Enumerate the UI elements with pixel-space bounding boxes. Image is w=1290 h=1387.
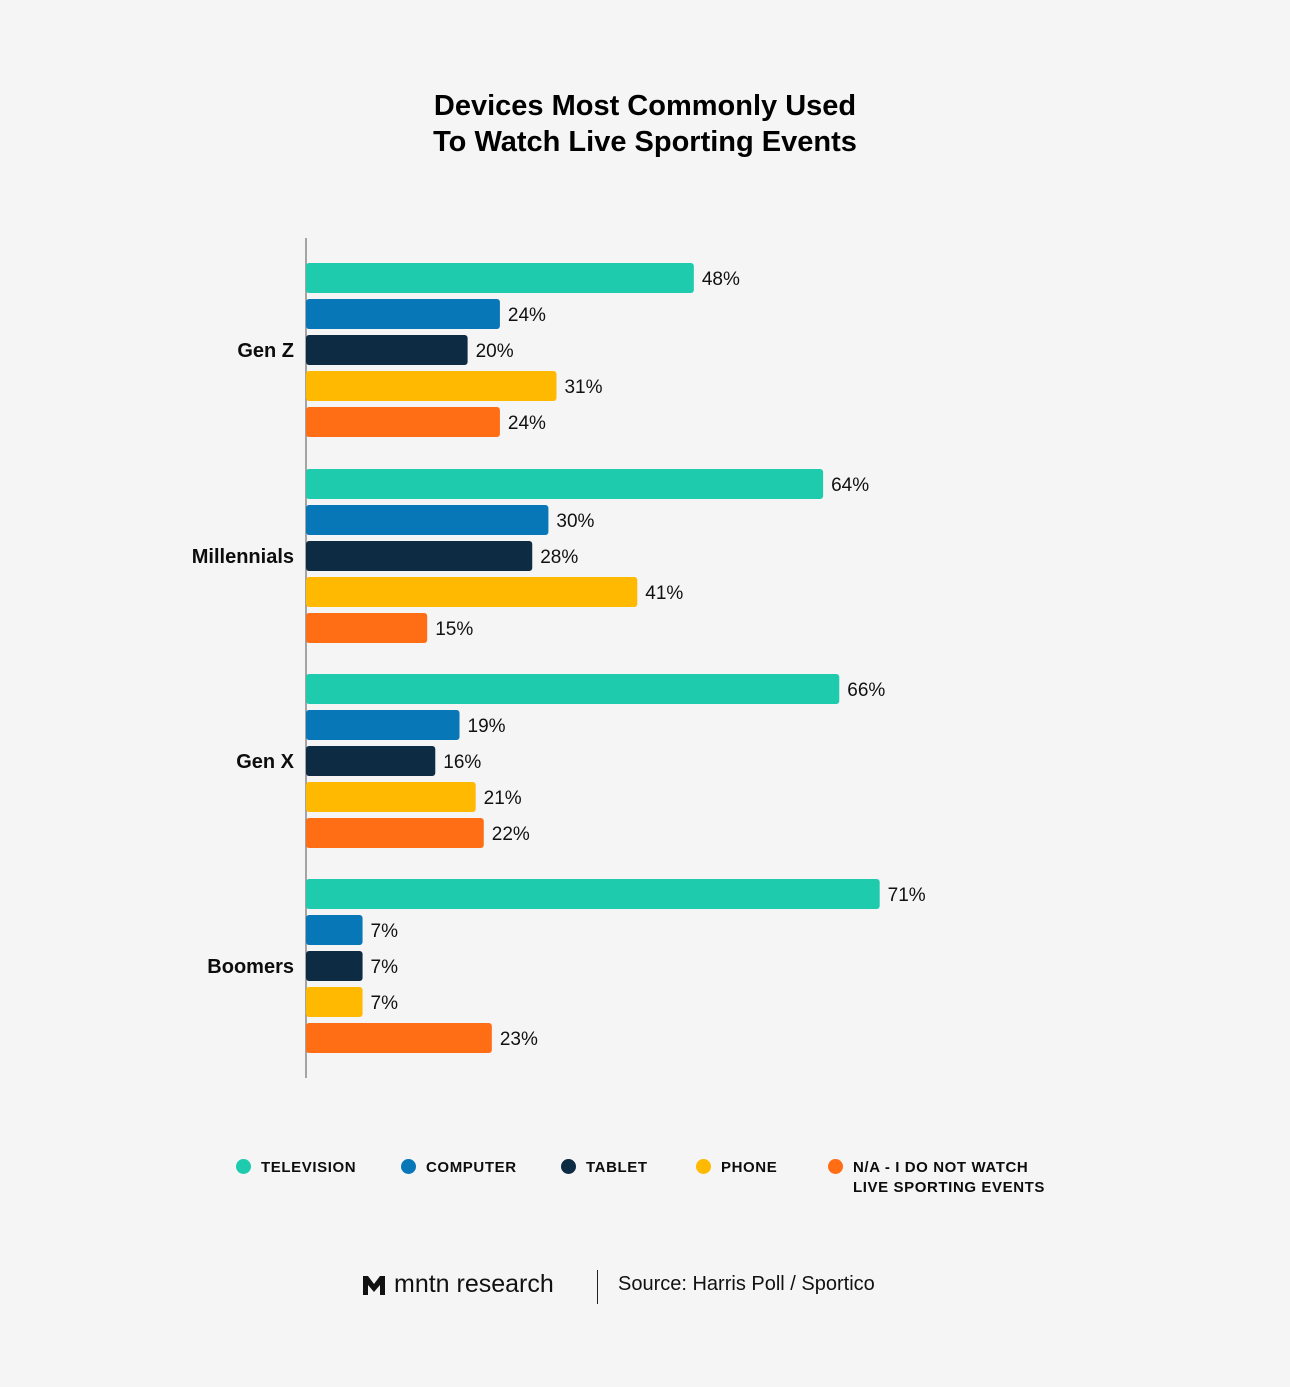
- legend-dot-television: [236, 1159, 251, 1174]
- bar-chart: Gen Z 48% 24% 20% 31% 24% Millennials 64% 30% 28%…: [192, 238, 926, 1078]
- bar-boomers-television: [306, 879, 880, 909]
- legend-dot-tablet: [561, 1159, 576, 1174]
- bar-gen-z-television: [306, 263, 694, 293]
- bar-millennials-phone: [306, 577, 638, 607]
- bar-millennials-tablet: [306, 541, 533, 571]
- bar-boomers-computer: [306, 915, 363, 945]
- legend-item-phone: PHONE: [696, 1158, 777, 1178]
- legend-item-na: N/A - I DO NOT WATCH LIVE SPORTING EVENT…: [828, 1158, 1045, 1198]
- data-label-gen-x-television: 66%: [847, 680, 885, 701]
- bar-millennials-computer: [306, 505, 549, 535]
- data-label-gen-z-n-a-i-do-not-watch: 24%: [508, 413, 546, 434]
- legend-dot-na: [828, 1159, 843, 1174]
- data-label-millennials-phone: 41%: [645, 583, 683, 604]
- source-note: Source: Harris Poll / Sportico: [618, 1273, 875, 1295]
- data-label-gen-z-tablet: 20%: [476, 341, 514, 362]
- bar-gen-z-n-a-i-do-not-watch: [306, 407, 500, 437]
- data-label-gen-z-television: 48%: [702, 269, 740, 290]
- legend-label-na: N/A - I DO NOT WATCH LIVE SPORTING EVENT…: [853, 1159, 1046, 1196]
- legend-label-television: TELEVISION: [261, 1159, 357, 1176]
- data-label-millennials-tablet: 28%: [540, 547, 578, 568]
- bar-boomers-phone: [306, 987, 363, 1017]
- legend-dot-computer: [401, 1159, 416, 1174]
- chart-title-line-2: To Watch Live Sporting Events: [433, 126, 857, 158]
- data-label-gen-x-phone: 21%: [484, 788, 522, 809]
- chart-title-line-1: Devices Most Commonly Used: [433, 90, 857, 122]
- bar-gen-z-computer: [306, 299, 500, 329]
- bar-boomers-n-a-i-do-not-watch: [306, 1023, 492, 1053]
- legend-label-computer: COMPUTER: [426, 1159, 517, 1176]
- mntn-logo-icon: [363, 1275, 385, 1295]
- bar-gen-x-television: [306, 674, 840, 704]
- category-label-millennials: Millennials: [192, 546, 294, 568]
- legend-item-tablet: TABLET: [561, 1158, 648, 1178]
- data-label-boomers-tablet: 7%: [371, 957, 399, 978]
- legend-item-computer: COMPUTER: [401, 1158, 517, 1178]
- data-label-millennials-television: 64%: [831, 475, 869, 496]
- category-label-gen-z: Gen Z: [237, 340, 294, 362]
- data-label-boomers-phone: 7%: [371, 993, 399, 1014]
- legend-label-tablet: TABLET: [586, 1159, 648, 1176]
- data-label-boomers-n-a-i-do-not-watch: 23%: [500, 1029, 538, 1050]
- legend-item-television: TELEVISION: [236, 1158, 356, 1178]
- category-label-boomers: Boomers: [207, 956, 294, 978]
- bar-gen-x-n-a-i-do-not-watch: [306, 818, 484, 848]
- data-label-gen-x-tablet: 16%: [443, 752, 481, 773]
- legend-label-phone: PHONE: [721, 1159, 778, 1176]
- legend: TELEVISION COMPUTER TABLET PHONE N/A - I…: [0, 1158, 1290, 1208]
- category-label-gen-x: Gen X: [236, 751, 294, 773]
- data-label-boomers-television: 71%: [888, 885, 926, 906]
- bar-gen-x-computer: [306, 710, 460, 740]
- bar-gen-x-phone: [306, 782, 476, 812]
- footer: mntn research Source: Harris Poll / Spor…: [0, 1268, 1290, 1308]
- bar-gen-x-tablet: [306, 746, 436, 776]
- data-label-millennials-computer: 30%: [556, 511, 594, 532]
- bar-boomers-tablet: [306, 951, 363, 981]
- brand-name: mntn research: [394, 1270, 554, 1298]
- bar-millennials-television: [306, 469, 824, 499]
- data-label-millennials-n-a-i-do-not-watch: 15%: [435, 619, 473, 640]
- brand: mntn research: [362, 1270, 554, 1299]
- bar-millennials-n-a-i-do-not-watch: [306, 613, 428, 643]
- data-label-gen-z-phone: 31%: [564, 377, 602, 398]
- data-label-gen-x-n-a-i-do-not-watch: 22%: [492, 824, 530, 845]
- data-label-gen-x-computer: 19%: [468, 716, 506, 737]
- bar-gen-z-phone: [306, 371, 557, 401]
- data-label-gen-z-computer: 24%: [508, 305, 546, 326]
- data-label-boomers-computer: 7%: [371, 921, 399, 942]
- bar-gen-z-tablet: [306, 335, 468, 365]
- chart-title: Devices Most Commonly Used To Watch Live…: [0, 88, 1290, 160]
- legend-dot-phone: [696, 1159, 711, 1174]
- footer-divider: [597, 1270, 598, 1304]
